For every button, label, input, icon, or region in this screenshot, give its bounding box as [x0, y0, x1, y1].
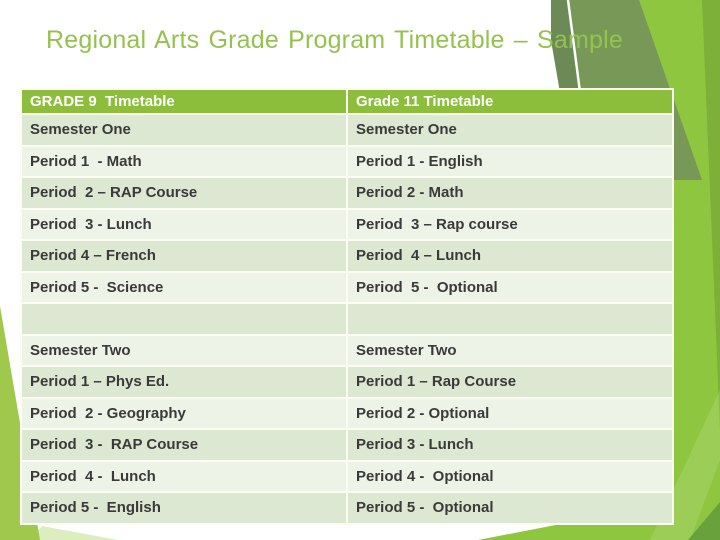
table-cell: Period 5 - English — [22, 493, 346, 523]
facet-shape-pale — [28, 526, 118, 540]
facet-hairline-top — [566, 0, 582, 93]
table-cell: Period 4 - Optional — [348, 461, 672, 491]
facet-shape-darker-band — [702, 0, 720, 430]
table-header-row: GRADE 9 Timetable Grade 11 Timetable — [22, 90, 672, 113]
table-cell: Period 2 - Geography — [22, 398, 346, 428]
table-cell: Semester Two — [348, 335, 672, 365]
table-cell: Period 4 - Lunch — [22, 461, 346, 491]
table-cell — [348, 304, 672, 334]
table-cell: Period 2 - Optional — [348, 398, 672, 428]
table-row — [22, 304, 672, 334]
table-cell: Period 2 - Math — [348, 178, 672, 208]
column-header-grade9: GRADE 9 Timetable — [22, 90, 346, 113]
table-row: Period 4 – French Period 4 – Lunch — [22, 241, 672, 271]
table-row: Semester One Semester One — [22, 115, 672, 145]
table-cell: Period 3 - Lunch — [22, 209, 346, 239]
facet-shape-corner — [688, 502, 720, 540]
table-row: Period 5 - Science Period 5 - Optional — [22, 272, 672, 302]
table-row: Period 2 - Geography Period 2 - Optional — [22, 398, 672, 428]
table-cell: Semester One — [348, 115, 672, 145]
table-cell: Semester One — [22, 115, 346, 145]
table-row: Period 1 – Phys Ed. Period 1 – Rap Course — [22, 367, 672, 397]
table-cell: Period 3 – Rap course — [348, 209, 672, 239]
table-cell: Period 4 – French — [22, 241, 346, 271]
facet-shape-olive-dark — [551, 0, 579, 92]
table-cell: Period 1 – Phys Ed. — [22, 367, 346, 397]
table-row: Period 4 - Lunch Period 4 - Optional — [22, 461, 672, 491]
table-cell: Period 5 - Optional — [348, 272, 672, 302]
table-cell: Semester Two — [22, 335, 346, 365]
table-cell: Period 3 - Lunch — [348, 430, 672, 460]
timetable-table: GRADE 9 Timetable Grade 11 Timetable Sem… — [20, 88, 674, 525]
table-row: Semester Two Semester Two — [22, 335, 672, 365]
table-cell: Period 5 - Science — [22, 272, 346, 302]
table-cell: Period 1 - English — [348, 146, 672, 176]
table-cell: Period 4 – Lunch — [348, 241, 672, 271]
table-row: Period 2 – RAP Course Period 2 - Math — [22, 178, 672, 208]
facet-shape-bright — [478, 0, 720, 540]
table-row: Period 1 - Math Period 1 - English — [22, 146, 672, 176]
page-title: Regional Arts Grade Program Timetable – … — [46, 26, 624, 54]
table-cell: Period 2 – RAP Course — [22, 178, 346, 208]
table-row: Period 5 - English Period 5 - Optional — [22, 493, 672, 523]
column-header-grade11: Grade 11 Timetable — [348, 90, 672, 113]
table-cell: Period 1 - Math — [22, 146, 346, 176]
table-row: Period 3 - RAP Course Period 3 - Lunch — [22, 430, 672, 460]
table-row: Period 3 - Lunch Period 3 – Rap course — [22, 209, 672, 239]
table-cell: Period 1 – Rap Course — [348, 367, 672, 397]
table-cell: Period 5 - Optional — [348, 493, 672, 523]
table-cell — [22, 304, 346, 334]
table-cell: Period 3 - RAP Course — [22, 430, 346, 460]
